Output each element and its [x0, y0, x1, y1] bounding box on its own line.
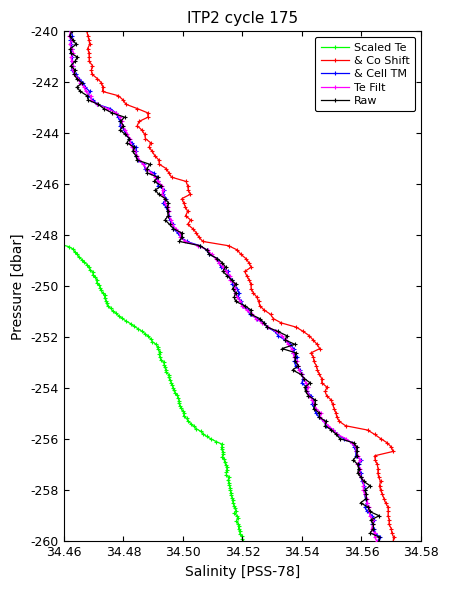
& Co Shift [391, 538, 396, 545]
Raw [248, 311, 254, 318]
Scaled Te [9, 164, 14, 171]
& Cell TM [299, 379, 305, 386]
Line: Raw: Raw [67, 29, 382, 544]
Raw [376, 538, 382, 545]
Scaled Te [230, 494, 235, 501]
Raw [333, 431, 339, 438]
Title: ITP2 cycle 175: ITP2 cycle 175 [187, 11, 298, 26]
Raw [371, 521, 376, 528]
& Co Shift [372, 431, 377, 438]
Te Filt [370, 521, 376, 528]
Raw [144, 165, 150, 172]
& Co Shift [387, 521, 392, 528]
& Cell TM [68, 28, 73, 35]
Te Filt [249, 311, 254, 318]
& Cell TM [369, 521, 375, 528]
& Cell TM [126, 135, 132, 142]
Te Filt [303, 379, 309, 386]
& Cell TM [142, 165, 148, 172]
Scaled Te [234, 512, 240, 519]
& Co Shift [164, 165, 169, 172]
Raw [127, 135, 132, 142]
Raw [307, 379, 313, 386]
& Co Shift [84, 28, 90, 35]
Line: & Cell TM: & Cell TM [68, 29, 382, 544]
Scaled Te [240, 538, 246, 545]
Te Filt [144, 165, 149, 172]
Y-axis label: Pressure [dbar]: Pressure [dbar] [11, 233, 25, 340]
& Co Shift [319, 379, 324, 386]
& Cell TM [334, 431, 340, 438]
Line: Te Filt: Te Filt [67, 29, 379, 544]
Line: & Co Shift: & Co Shift [84, 29, 396, 544]
Line: Scaled Te: Scaled Te [0, 29, 246, 544]
Raw [69, 28, 74, 35]
Te Filt [335, 431, 340, 438]
Te Filt [374, 538, 380, 545]
& Co Shift [268, 311, 273, 318]
Legend: Scaled Te, & Co Shift, & Cell TM, Te Filt, Raw: Scaled Te, & Co Shift, & Cell TM, Te Fil… [315, 37, 415, 112]
& Cell TM [375, 538, 381, 545]
& Co Shift [143, 135, 148, 142]
X-axis label: Salinity [PSS-78]: Salinity [PSS-78] [185, 565, 300, 579]
Te Filt [68, 28, 73, 35]
& Cell TM [247, 311, 252, 318]
Te Filt [127, 135, 132, 142]
